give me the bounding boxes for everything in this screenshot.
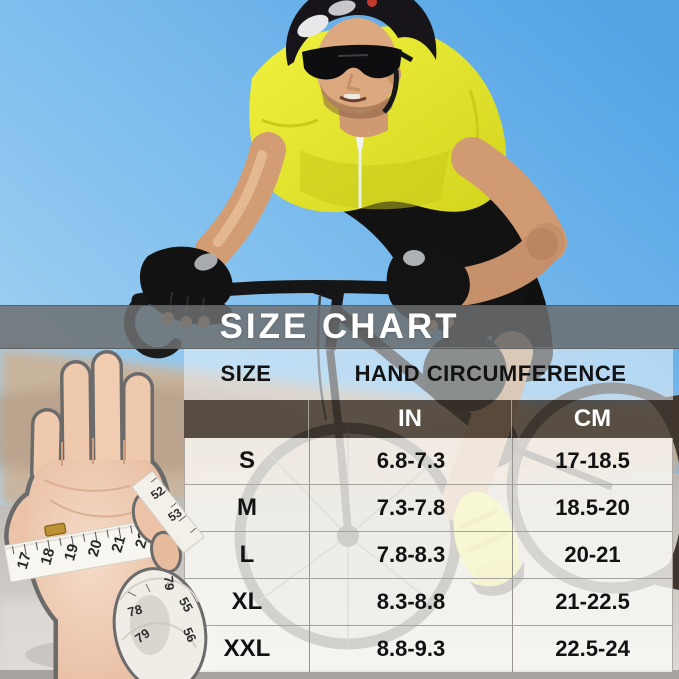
size-cell: XL: [185, 579, 310, 625]
header-hand-circumference: HAND CIRCUMFERENCE: [354, 360, 627, 386]
open-palm: [8, 353, 169, 679]
tape-buckle: [44, 522, 67, 537]
header-size: SIZE: [220, 360, 272, 386]
table-row: S 6.8-7.3 17-18.5: [185, 438, 672, 485]
cm-cell: 17-18.5: [555, 448, 630, 473]
tape-number: 53: [166, 505, 185, 524]
in-cell: 6.8-7.3: [310, 438, 513, 484]
tape-number: 22: [132, 530, 153, 551]
unit-in: IN: [309, 400, 512, 438]
table-header-row: SIZE HAND CIRCUMFERENCE: [184, 347, 673, 400]
size-cell: XXL: [185, 626, 310, 672]
table-row: XL 8.3-8.8 21-22.5: [185, 579, 672, 626]
tape-number: 19: [61, 542, 82, 563]
tape-number: 79: [132, 625, 152, 646]
size-cell: M: [185, 485, 310, 531]
size-cell: L: [185, 532, 310, 578]
tape-number: 17: [14, 550, 35, 571]
cm-cell: 18.5-20: [555, 495, 630, 520]
table-row: L 7.8-8.3 20-21: [185, 532, 672, 579]
gripping-thumb: [150, 530, 182, 574]
cm-cell: 21-22.5: [555, 589, 630, 614]
page-title: SIZE CHART: [219, 307, 460, 346]
rider-head: [286, 0, 437, 138]
hand-outline: [4, 350, 173, 679]
tape-number: 20: [85, 538, 106, 559]
cm-cell: 20-21: [564, 542, 621, 567]
helmet: [286, 0, 437, 66]
tape-number: 21: [108, 534, 129, 555]
measuring-tape-band: 17 18 19 20 21 22 23: [3, 515, 181, 583]
size-chart-title-bar: SIZE CHART: [0, 305, 679, 349]
size-cell: S: [185, 438, 310, 484]
table-row: XXL 8.8-9.3 22.5-24: [185, 626, 672, 672]
tape-number: 79: [161, 575, 177, 591]
tape-number: 18: [38, 546, 59, 567]
in-cell: 8.3-8.8: [310, 579, 513, 625]
in-cell: 7.3-7.8: [310, 485, 513, 531]
cm-cell: 22.5-24: [555, 636, 630, 661]
sunglasses: [302, 44, 402, 80]
in-cell: 7.8-8.3: [310, 532, 513, 578]
unit-spacer: [184, 400, 309, 438]
tape-number: 23: [154, 526, 175, 547]
gripping-hand: [131, 489, 179, 547]
tape-number: 78: [126, 602, 144, 620]
tape-number: 52: [148, 483, 167, 502]
table-row: M 7.3-7.8 18.5-20: [185, 485, 672, 532]
table-body: S 6.8-7.3 17-18.5 M 7.3-7.8 18.5-20 L 7.…: [184, 438, 673, 672]
table-unit-row: IN CM: [184, 400, 673, 438]
in-cell: 8.8-9.3: [310, 626, 513, 672]
yellow-jersey: [249, 26, 507, 213]
unit-cm: CM: [573, 405, 612, 432]
size-chart-table: SIZE HAND CIRCUMFERENCE IN CM S 6.8-7.3 …: [184, 347, 673, 672]
